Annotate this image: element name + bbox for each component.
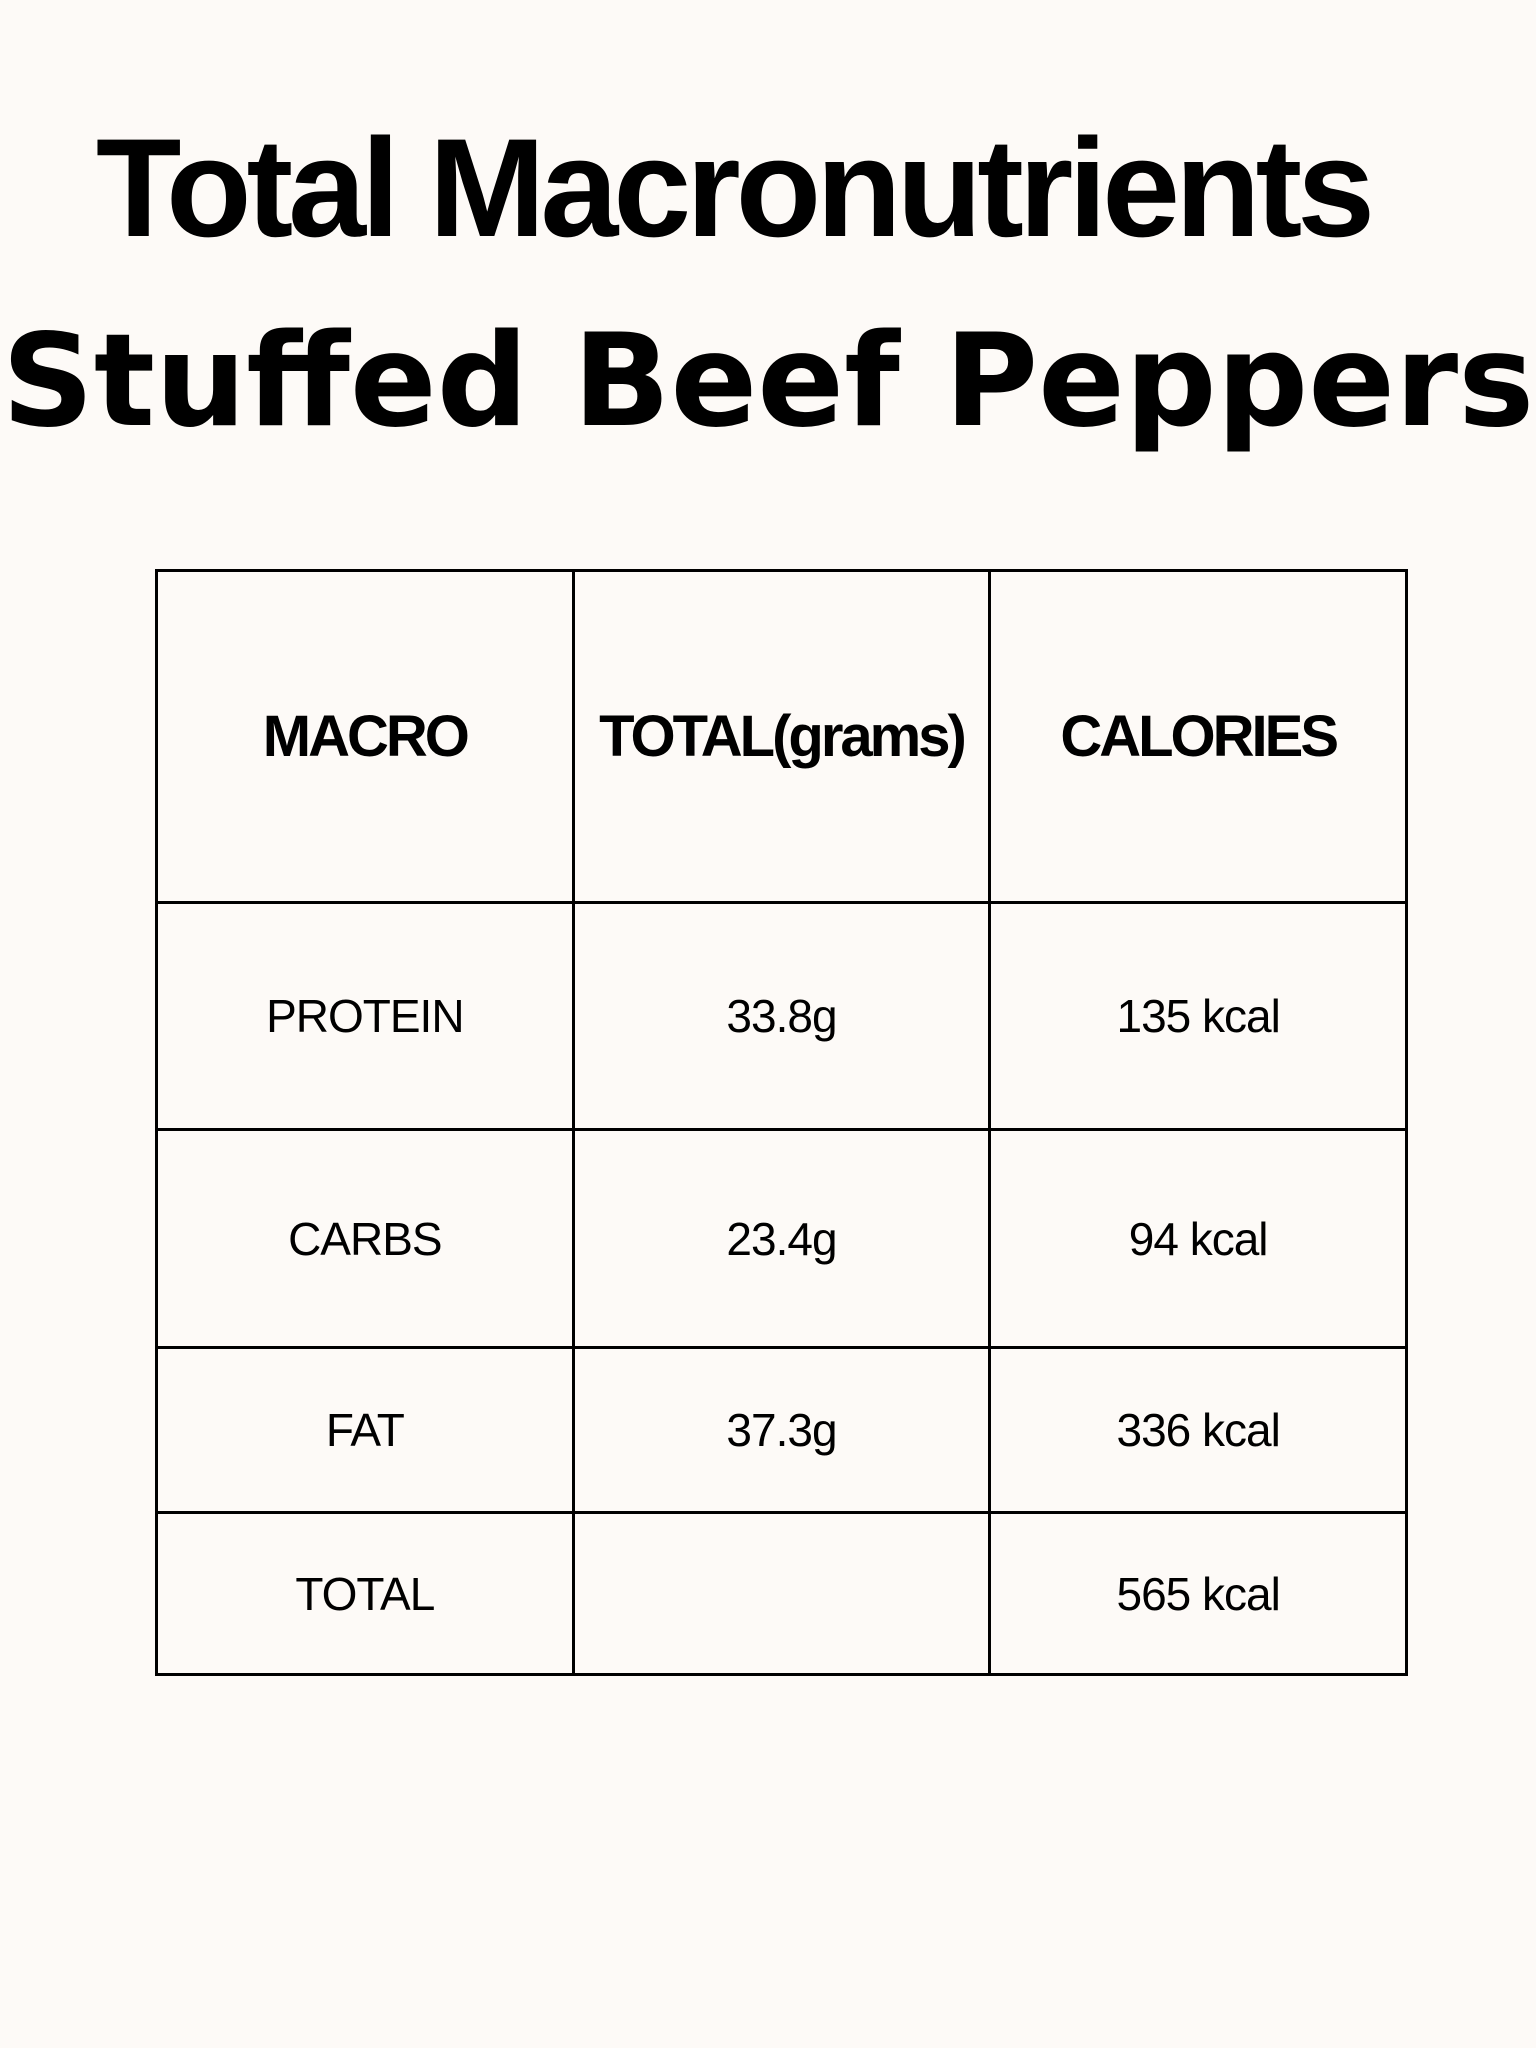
- header-total-grams: TOTAL(grams): [571, 569, 992, 904]
- cell-macro: TOTAL: [155, 1511, 575, 1676]
- table-row: TOTAL 565 kcal: [155, 1511, 1408, 1676]
- cell-calories: 336 kcal: [988, 1346, 1408, 1514]
- table-row: CARBS 23.4g 94 kcal: [155, 1128, 1408, 1349]
- header-calories: CALORIES: [988, 569, 1408, 904]
- cell-macro: PROTEIN: [155, 901, 575, 1131]
- page-title: Total Macronutrients: [95, 109, 1375, 266]
- table-header-row: MACRO TOTAL(grams) CALORIES: [155, 569, 1408, 904]
- macros-table: MACRO TOTAL(grams) CALORIES PROTEIN 33.8…: [155, 569, 1408, 1676]
- recipe-name: Stuffed Beef Peppers: [1, 307, 1535, 456]
- cell-calories: 565 kcal: [988, 1511, 1408, 1676]
- table-row: FAT 37.3g 336 kcal: [155, 1346, 1408, 1514]
- cell-grams: [571, 1511, 992, 1676]
- cell-macro: FAT: [155, 1346, 575, 1514]
- cell-calories: 94 kcal: [988, 1128, 1408, 1349]
- cell-macro: CARBS: [155, 1128, 575, 1349]
- cell-calories: 135 kcal: [988, 901, 1408, 1131]
- header-macro: MACRO: [155, 569, 575, 904]
- table-row: PROTEIN 33.8g 135 kcal: [155, 901, 1408, 1131]
- cell-grams: 23.4g: [571, 1128, 992, 1349]
- cell-grams: 33.8g: [571, 901, 992, 1131]
- cell-grams: 37.3g: [571, 1346, 992, 1514]
